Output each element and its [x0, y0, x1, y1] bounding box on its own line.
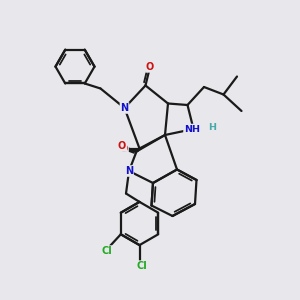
- Text: N: N: [125, 166, 133, 176]
- Text: Cl: Cl: [102, 246, 113, 256]
- Text: O: O: [146, 62, 154, 72]
- Text: O: O: [118, 141, 126, 151]
- Text: O: O: [120, 143, 128, 154]
- Text: Cl: Cl: [136, 261, 147, 271]
- Text: H: H: [208, 123, 216, 132]
- Text: N: N: [120, 103, 129, 113]
- Text: NH: NH: [184, 124, 200, 134]
